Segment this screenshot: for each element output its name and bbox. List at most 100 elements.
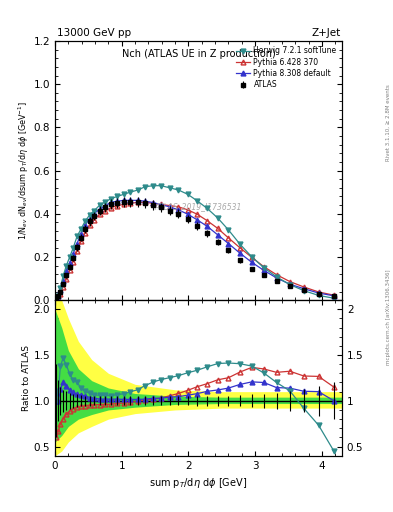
Y-axis label: Ratio to ATLAS: Ratio to ATLAS	[22, 345, 31, 411]
Herwig 7.2.1 softTune	[115, 194, 119, 200]
Pythia 6.428 370	[185, 207, 190, 213]
Pythia 8.308 default	[159, 202, 163, 208]
Herwig 7.2.1 softTune	[301, 288, 306, 294]
Pythia 8.308 default	[75, 241, 79, 247]
Herwig 7.2.1 softTune	[79, 226, 83, 232]
Pythia 8.308 default	[56, 293, 61, 300]
Herwig 7.2.1 softTune	[288, 282, 292, 288]
Pythia 8.308 default	[167, 204, 172, 210]
Herwig 7.2.1 softTune	[176, 187, 181, 193]
Pythia 8.308 default	[288, 281, 292, 287]
Pythia 8.308 default	[143, 198, 147, 204]
Herwig 7.2.1 softTune	[61, 273, 65, 280]
Pythia 6.428 370	[58, 291, 63, 297]
Pythia 6.428 370	[64, 276, 69, 282]
Herwig 7.2.1 softTune	[143, 184, 147, 190]
Herwig 7.2.1 softTune	[58, 285, 63, 291]
Herwig 7.2.1 softTune	[64, 263, 69, 269]
Pythia 8.308 default	[61, 278, 65, 284]
Pythia 6.428 370	[151, 200, 156, 206]
Herwig 7.2.1 softTune	[121, 191, 126, 198]
Herwig 7.2.1 softTune	[97, 202, 102, 208]
Pythia 8.308 default	[109, 199, 114, 205]
Pythia 6.428 370	[167, 202, 172, 208]
Pythia 8.308 default	[103, 202, 107, 208]
Pythia 8.308 default	[121, 197, 126, 203]
Pythia 8.308 default	[83, 222, 87, 228]
Pythia 8.308 default	[195, 217, 200, 223]
Pythia 6.428 370	[128, 200, 133, 206]
Pythia 8.308 default	[54, 296, 59, 302]
Pythia 6.428 370	[237, 245, 242, 251]
Herwig 7.2.1 softTune	[205, 205, 209, 211]
Pythia 6.428 370	[79, 238, 83, 244]
Pythia 8.308 default	[64, 268, 69, 274]
Pythia 6.428 370	[109, 205, 114, 211]
Pythia 8.308 default	[237, 250, 242, 256]
Herwig 7.2.1 softTune	[83, 218, 87, 224]
Pythia 6.428 370	[195, 211, 200, 217]
Pythia 6.428 370	[115, 202, 119, 208]
Pythia 8.308 default	[92, 210, 97, 217]
Text: 13000 GeV pp: 13000 GeV pp	[57, 28, 131, 38]
Pythia 8.308 default	[136, 197, 140, 203]
Herwig 7.2.1 softTune	[332, 295, 336, 301]
Herwig 7.2.1 softTune	[316, 292, 321, 298]
Pythia 6.428 370	[288, 279, 292, 285]
Line: Herwig 7.2.1 softTune: Herwig 7.2.1 softTune	[54, 183, 336, 302]
Herwig 7.2.1 softTune	[185, 191, 190, 198]
Pythia 6.428 370	[75, 248, 79, 254]
Pythia 6.428 370	[316, 289, 321, 295]
Y-axis label: 1/N$_{ev}$ dN$_{ev}$/dsum p$_T$/d$\eta$ d$\phi$ [GeV$^{-1}$]: 1/N$_{ev}$ dN$_{ev}$/dsum p$_T$/d$\eta$ …	[17, 101, 31, 240]
Pythia 8.308 default	[151, 200, 156, 206]
Pythia 8.308 default	[332, 293, 336, 299]
Pythia 6.428 370	[226, 235, 231, 241]
Pythia 6.428 370	[274, 271, 279, 278]
Pythia 8.308 default	[67, 260, 72, 266]
Pythia 6.428 370	[250, 254, 254, 261]
Herwig 7.2.1 softTune	[159, 183, 163, 189]
Pythia 8.308 default	[316, 290, 321, 296]
Herwig 7.2.1 softTune	[261, 265, 266, 271]
Pythia 8.308 default	[205, 223, 209, 229]
Herwig 7.2.1 softTune	[109, 196, 114, 202]
Pythia 8.308 default	[87, 216, 92, 222]
Pythia 6.428 370	[301, 284, 306, 290]
Pythia 8.308 default	[215, 232, 220, 238]
Herwig 7.2.1 softTune	[67, 254, 72, 260]
Pythia 6.428 370	[87, 222, 92, 228]
Herwig 7.2.1 softTune	[226, 227, 231, 233]
Line: Pythia 8.308 default: Pythia 8.308 default	[54, 198, 336, 302]
Pythia 6.428 370	[332, 292, 336, 298]
Pythia 6.428 370	[67, 267, 72, 273]
Herwig 7.2.1 softTune	[103, 199, 107, 205]
Line: Pythia 6.428 370: Pythia 6.428 370	[54, 200, 336, 302]
Pythia 8.308 default	[274, 275, 279, 281]
Herwig 7.2.1 softTune	[71, 245, 75, 251]
Text: Z+Jet: Z+Jet	[312, 28, 341, 38]
Text: mcplots.cern.ch [arXiv:1306.3436]: mcplots.cern.ch [arXiv:1306.3436]	[386, 270, 391, 365]
Pythia 8.308 default	[185, 211, 190, 217]
Pythia 6.428 370	[205, 218, 209, 224]
Pythia 8.308 default	[301, 286, 306, 292]
Herwig 7.2.1 softTune	[56, 293, 61, 299]
Pythia 8.308 default	[115, 198, 119, 204]
Pythia 6.428 370	[71, 259, 75, 265]
Pythia 8.308 default	[261, 267, 266, 273]
Pythia 6.428 370	[61, 284, 65, 290]
Legend: Herwig 7.2.1 softTune, Pythia 6.428 370, Pythia 8.308 default, ATLAS: Herwig 7.2.1 softTune, Pythia 6.428 370,…	[234, 45, 338, 91]
Herwig 7.2.1 softTune	[250, 254, 254, 260]
Herwig 7.2.1 softTune	[195, 198, 200, 204]
Herwig 7.2.1 softTune	[151, 183, 156, 189]
Pythia 8.308 default	[250, 259, 254, 265]
Pythia 6.428 370	[159, 201, 163, 207]
Pythia 8.308 default	[71, 251, 75, 257]
Pythia 8.308 default	[58, 287, 63, 293]
Text: Nch (ATLAS UE in Z production): Nch (ATLAS UE in Z production)	[121, 49, 275, 59]
Herwig 7.2.1 softTune	[92, 207, 97, 214]
Herwig 7.2.1 softTune	[54, 296, 59, 302]
Text: ATLAS_2019_I1736531: ATLAS_2019_I1736531	[155, 202, 242, 211]
Herwig 7.2.1 softTune	[136, 187, 140, 193]
Herwig 7.2.1 softTune	[237, 241, 242, 247]
X-axis label: sum p$_T$/d$\eta$ d$\phi$ [GeV]: sum p$_T$/d$\eta$ d$\phi$ [GeV]	[149, 476, 248, 490]
